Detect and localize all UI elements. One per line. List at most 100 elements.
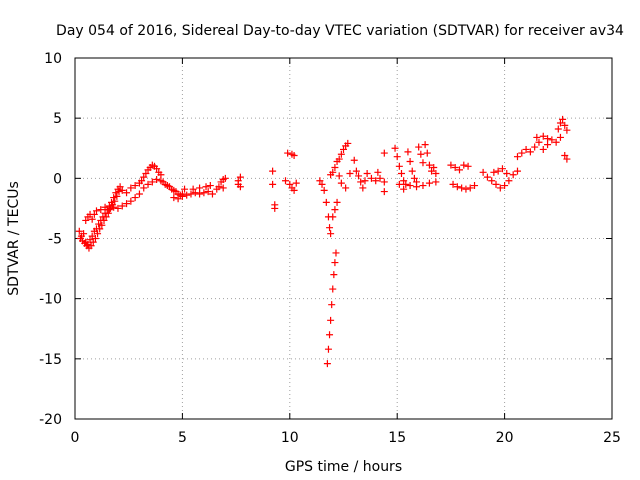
data-point (447, 161, 455, 169)
data-point (98, 221, 106, 229)
data-point (131, 194, 139, 202)
data-point (118, 186, 126, 194)
data-point (87, 242, 95, 250)
data-point (127, 184, 135, 192)
data-point (344, 139, 352, 147)
data-point (196, 184, 204, 192)
data-point (490, 168, 498, 176)
data-point (526, 148, 534, 156)
data-point (221, 174, 229, 182)
data-point (170, 194, 178, 202)
data-point (453, 183, 461, 191)
data-point (110, 194, 118, 202)
data-point (561, 151, 569, 159)
data-point (400, 177, 408, 185)
x-tick-label: 25 (603, 430, 621, 446)
data-point (110, 203, 118, 211)
data-point (82, 216, 90, 224)
data-point (88, 215, 96, 223)
data-point (113, 192, 121, 200)
data-points (75, 115, 571, 368)
data-point (428, 167, 436, 175)
data-point (153, 176, 161, 184)
data-point (208, 190, 216, 198)
data-point (284, 149, 292, 157)
data-point (318, 180, 326, 188)
data-point (357, 178, 365, 186)
data-point (402, 180, 410, 188)
data-point (513, 167, 521, 175)
data-point (509, 171, 517, 179)
data-point (89, 238, 97, 246)
data-point (127, 197, 135, 205)
x-tick-label: 10 (281, 430, 299, 446)
y-tick-label: -5 (48, 232, 62, 248)
data-point (206, 182, 214, 190)
data-point (462, 185, 470, 193)
data-point (342, 184, 350, 192)
data-point (219, 184, 227, 192)
data-point (331, 164, 339, 172)
y-tick-label: 5 (53, 111, 62, 127)
data-point (492, 180, 500, 188)
data-point (417, 150, 425, 158)
x-tick-label: 0 (71, 430, 80, 446)
data-point (292, 179, 300, 187)
data-point (140, 173, 148, 181)
data-point (425, 179, 433, 187)
data-point (328, 301, 336, 309)
data-point (148, 178, 156, 186)
data-point (131, 182, 139, 190)
data-point (350, 156, 358, 164)
data-point (400, 185, 408, 193)
data-point (111, 197, 119, 205)
data-point (380, 178, 388, 186)
data-point (503, 170, 511, 178)
data-point (367, 174, 375, 182)
data-point (140, 184, 148, 192)
y-tick-label: 0 (53, 171, 62, 187)
data-point (112, 189, 120, 197)
data-point (496, 184, 504, 192)
x-tick-label: 5 (178, 430, 187, 446)
data-point (331, 259, 339, 267)
y-tick-label: -15 (39, 352, 62, 368)
data-point (326, 224, 334, 232)
data-point (395, 180, 403, 188)
data-point (282, 177, 290, 185)
data-point (554, 125, 562, 133)
data-point (395, 162, 403, 170)
data-point (556, 133, 564, 141)
data-point (329, 213, 337, 221)
data-point (522, 145, 530, 153)
data-point (290, 186, 298, 194)
data-point (408, 167, 416, 175)
data-point (100, 216, 108, 224)
data-point (451, 164, 459, 172)
data-point (425, 161, 433, 169)
data-point (114, 204, 122, 212)
data-point (432, 170, 440, 178)
data-point (123, 189, 131, 197)
data-point (269, 180, 277, 188)
data-point (548, 136, 556, 144)
data-point (458, 184, 466, 192)
data-point (346, 170, 354, 178)
data-point (105, 206, 113, 214)
data-point (363, 170, 371, 178)
data-point (561, 121, 569, 129)
data-point (324, 345, 332, 353)
data-point (80, 230, 88, 238)
data-point (372, 177, 380, 185)
data-point (118, 202, 126, 210)
data-point (460, 161, 468, 169)
data-point (332, 249, 340, 257)
data-point (153, 165, 161, 173)
data-point (135, 190, 143, 198)
data-point (563, 126, 571, 134)
data-point (102, 213, 110, 221)
data-point (466, 184, 474, 192)
data-point (320, 186, 328, 194)
data-point (123, 200, 131, 208)
